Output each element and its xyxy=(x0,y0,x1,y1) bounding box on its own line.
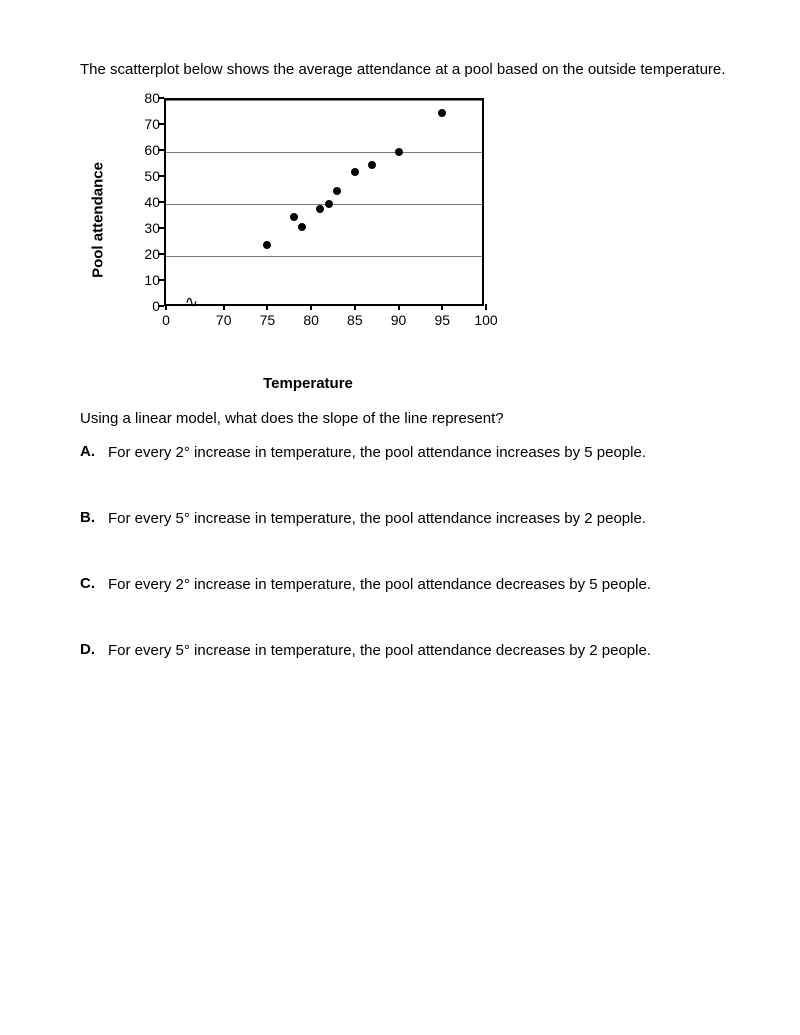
x-tick-mark xyxy=(310,304,312,310)
gridline xyxy=(166,152,482,153)
x-tick-label: 75 xyxy=(260,312,276,328)
x-tick-mark xyxy=(485,304,487,310)
y-tick-label: 10 xyxy=(130,272,160,288)
axis-break-icon: ∿ xyxy=(185,292,198,312)
data-point xyxy=(368,161,376,169)
y-tick-mark xyxy=(158,227,164,229)
y-tick-mark xyxy=(158,97,164,99)
y-tick-mark xyxy=(158,253,164,255)
y-tick-label: 60 xyxy=(130,142,160,158)
answer-choice[interactable]: A.For every 2° increase in temperature, … xyxy=(80,443,740,463)
x-axis-label: Temperature xyxy=(263,375,353,392)
x-tick-mark xyxy=(441,304,443,310)
answer-choices: A.For every 2° increase in temperature, … xyxy=(80,443,740,662)
plot-area: 0707580859095100∿ xyxy=(164,98,484,306)
x-tick-mark xyxy=(266,304,268,310)
gridline xyxy=(166,256,482,257)
x-tick-mark xyxy=(223,304,225,310)
data-point xyxy=(263,241,271,249)
x-tick-label: 85 xyxy=(347,312,363,328)
y-tick-label: 40 xyxy=(130,194,160,210)
sub-question: Using a linear model, what does the slop… xyxy=(80,410,740,427)
answer-choice[interactable]: D.For every 5° increase in temperature, … xyxy=(80,641,740,661)
data-point xyxy=(438,109,446,117)
y-tick-label: 30 xyxy=(130,220,160,236)
x-tick-mark xyxy=(165,304,167,310)
choice-letter: D. xyxy=(80,641,104,658)
y-tick-label: 20 xyxy=(130,246,160,262)
choice-text: For every 5° increase in temperature, th… xyxy=(108,509,740,529)
choice-text: For every 2° increase in temperature, th… xyxy=(108,575,740,595)
x-tick-mark xyxy=(354,304,356,310)
choice-text: For every 5° increase in temperature, th… xyxy=(108,641,740,661)
x-tick-label: 100 xyxy=(474,312,497,328)
choice-letter: B. xyxy=(80,509,104,526)
x-tick-label: 70 xyxy=(216,312,232,328)
x-tick-label: 0 xyxy=(162,312,170,328)
choice-text: For every 2° increase in temperature, th… xyxy=(108,443,740,463)
x-tick-mark xyxy=(398,304,400,310)
y-tick-mark xyxy=(158,175,164,177)
y-axis-label: Pool attendance xyxy=(90,162,107,278)
y-tick-mark xyxy=(158,149,164,151)
x-tick-label: 90 xyxy=(391,312,407,328)
data-point xyxy=(325,200,333,208)
answer-choice[interactable]: C.For every 2° increase in temperature, … xyxy=(80,575,740,595)
x-tick-label: 80 xyxy=(303,312,319,328)
chart-container: Pool attendance 0707580859095100∿ Temper… xyxy=(108,90,740,350)
question-intro: The scatterplot below shows the average … xyxy=(80,60,740,80)
y-tick-mark xyxy=(158,305,164,307)
y-tick-label: 0 xyxy=(130,298,160,314)
y-tick-label: 80 xyxy=(130,90,160,106)
data-point xyxy=(351,168,359,176)
data-point xyxy=(333,187,341,195)
y-tick-mark xyxy=(158,201,164,203)
x-tick-label: 95 xyxy=(434,312,450,328)
y-tick-label: 50 xyxy=(130,168,160,184)
data-point xyxy=(298,223,306,231)
choice-letter: A. xyxy=(80,443,104,460)
data-point xyxy=(395,148,403,156)
y-tick-mark xyxy=(158,123,164,125)
choice-letter: C. xyxy=(80,575,104,592)
y-tick-mark xyxy=(158,279,164,281)
y-tick-label: 70 xyxy=(130,116,160,132)
scatterplot: Pool attendance 0707580859095100∿ Temper… xyxy=(108,90,508,350)
data-point xyxy=(290,213,298,221)
answer-choice[interactable]: B.For every 5° increase in temperature, … xyxy=(80,509,740,529)
gridline xyxy=(166,100,482,101)
data-point xyxy=(316,205,324,213)
